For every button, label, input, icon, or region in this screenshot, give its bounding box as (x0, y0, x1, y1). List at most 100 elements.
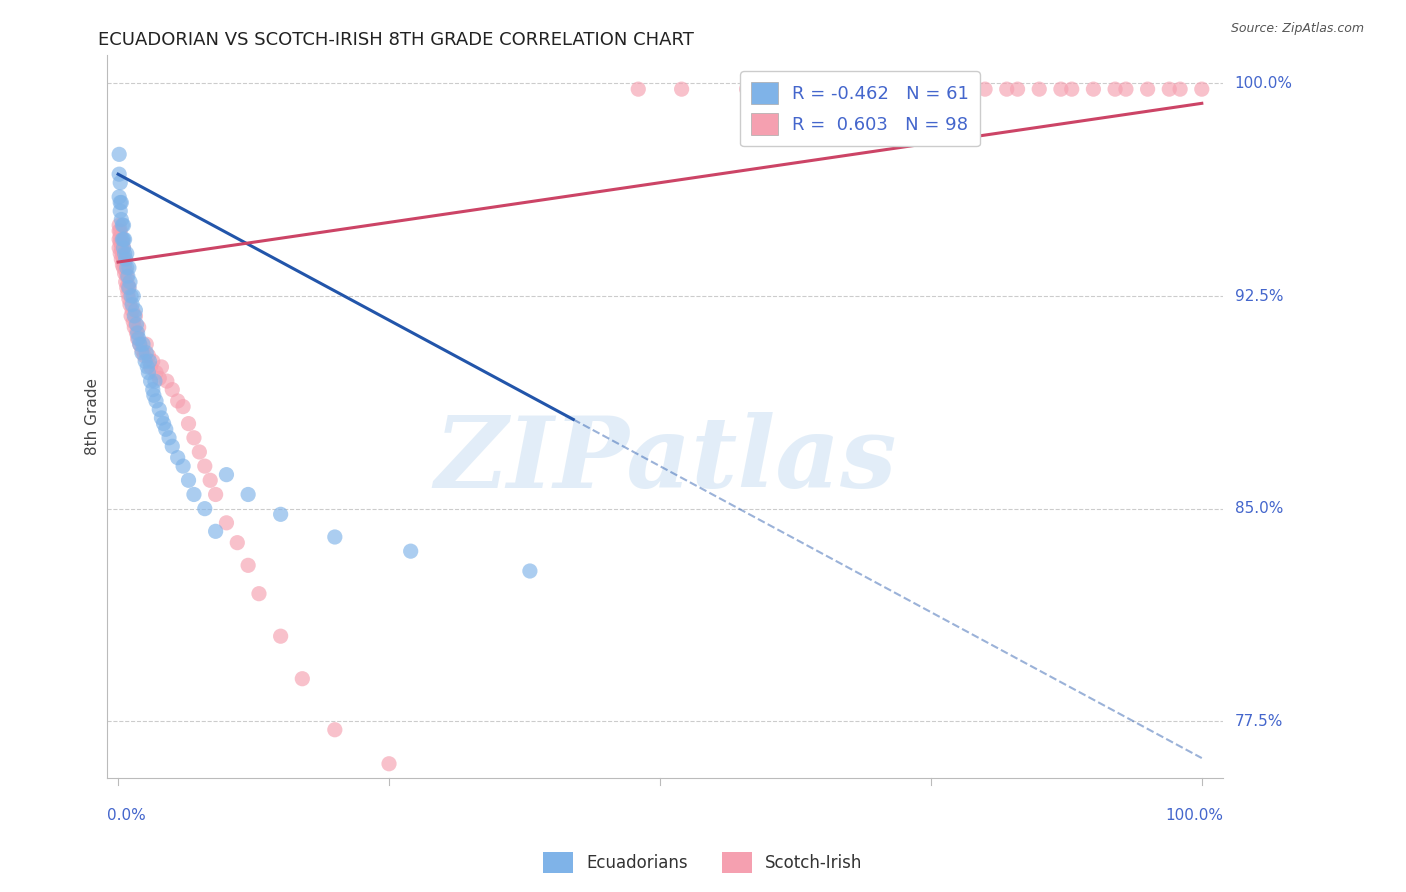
Point (166, 393, 188, 408)
Point (138, 366, 160, 380)
Point (127, 326, 149, 340)
Point (134, 354, 156, 368)
Point (790, 82, 813, 96)
Point (162, 439, 184, 453)
Point (152, 417, 174, 431)
Point (627, 82, 650, 96)
Point (155, 422, 177, 436)
Point (114, 246, 136, 260)
Point (866, 82, 889, 96)
Text: 100.0%: 100.0% (1166, 808, 1223, 823)
Text: ZIPatlas: ZIPatlas (434, 411, 897, 508)
Text: 85.0%: 85.0% (1234, 501, 1282, 516)
Point (136, 359, 159, 374)
Point (1028, 82, 1050, 96)
Point (111, 246, 134, 260)
Point (135, 345, 157, 359)
Point (124, 309, 146, 323)
Point (111, 258, 134, 272)
Point (128, 332, 150, 346)
Point (112, 232, 135, 246)
Point (114, 266, 136, 280)
Point (108, 167, 131, 181)
Point (204, 487, 226, 501)
Point (115, 280, 138, 294)
Point (157, 431, 180, 445)
Point (118, 280, 141, 294)
Point (183, 431, 205, 445)
Point (779, 82, 801, 96)
Point (108, 147, 131, 161)
Point (128, 337, 150, 351)
Point (110, 176, 132, 190)
Point (215, 467, 238, 482)
Point (671, 82, 693, 96)
Point (142, 383, 165, 397)
Point (122, 289, 145, 303)
Point (115, 269, 138, 284)
Point (112, 241, 135, 255)
Point (121, 303, 143, 318)
Point (139, 359, 162, 374)
Point (150, 411, 173, 425)
Point (111, 218, 134, 232)
Point (110, 204, 132, 219)
Point (378, 756, 401, 771)
Point (110, 235, 132, 250)
Point (112, 218, 135, 232)
Point (486, 814, 509, 828)
Point (112, 252, 135, 267)
Point (115, 260, 138, 275)
Point (595, 870, 617, 884)
Point (108, 218, 131, 232)
Point (124, 303, 146, 318)
Point (1007, 82, 1029, 96)
Point (148, 402, 170, 417)
Point (145, 366, 167, 380)
Point (519, 564, 541, 578)
Point (156, 374, 179, 388)
Point (110, 246, 132, 260)
Point (131, 345, 153, 359)
Point (1191, 82, 1213, 96)
Point (166, 450, 188, 465)
Y-axis label: 8th Grade: 8th Grade (86, 378, 100, 455)
Point (974, 82, 997, 96)
Point (941, 82, 963, 96)
Point (188, 445, 211, 459)
Point (120, 289, 142, 303)
Point (194, 501, 217, 516)
Point (108, 241, 131, 255)
Point (112, 241, 135, 255)
Point (138, 349, 160, 363)
Point (114, 263, 136, 277)
Point (128, 320, 150, 334)
Point (118, 275, 141, 289)
Point (215, 516, 238, 530)
Point (898, 82, 921, 96)
Point (124, 309, 146, 323)
Point (114, 275, 136, 289)
Point (236, 558, 259, 573)
Point (112, 260, 135, 275)
Point (291, 672, 314, 686)
Point (110, 224, 132, 238)
Point (108, 232, 131, 246)
Point (122, 315, 145, 329)
Point (115, 246, 138, 260)
Point (172, 459, 194, 474)
Point (952, 82, 974, 96)
Point (120, 309, 142, 323)
Point (1104, 82, 1126, 96)
Point (200, 473, 222, 487)
Point (118, 297, 141, 311)
Point (432, 790, 454, 805)
Point (124, 320, 146, 334)
Point (1083, 82, 1105, 96)
Point (142, 388, 165, 402)
Point (177, 417, 200, 431)
Point (756, 82, 779, 96)
Point (117, 277, 139, 292)
Point (132, 349, 155, 363)
Point (110, 195, 132, 210)
